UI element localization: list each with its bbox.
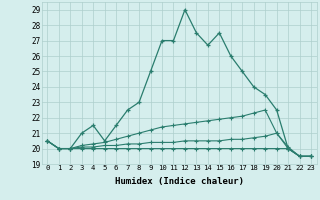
X-axis label: Humidex (Indice chaleur): Humidex (Indice chaleur) [115,177,244,186]
